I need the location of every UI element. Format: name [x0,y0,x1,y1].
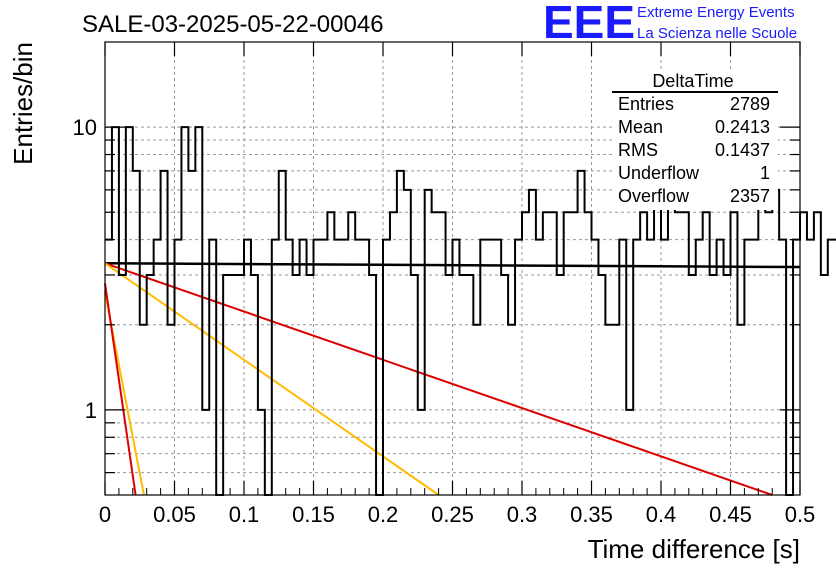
fit-curve-4 [104,283,137,496]
stat-label: Underflow [618,163,700,183]
x-tick-label: 0.5 [785,502,816,527]
x-tick-label: 0.1 [229,502,260,527]
logo-line-2: La Scienza nelle Scuole [637,25,797,42]
x-tick-label: 0.25 [431,502,474,527]
y-tick-label: 10 [73,115,97,140]
y-axis-label: Entries/bin [8,42,38,165]
x-tick-label: 0.3 [507,502,538,527]
chart-title: SALE-03-2025-05-22-00046 [82,11,384,38]
logo-line-1: Extreme Energy Events [637,4,795,21]
x-tick-label: 0.35 [570,502,613,527]
eee-logo: EEE Extreme Energy Events La Scienza nel… [543,0,797,48]
x-tick-label: 0.45 [709,502,752,527]
stat-label: Entries [618,94,674,114]
stat-value: 0.2413 [715,117,770,137]
x-tick-label: 0.4 [646,502,677,527]
x-axis-label: Time difference [s] [588,534,800,564]
stat-value: 1 [760,163,770,183]
x-tick-label: 0.15 [292,502,335,527]
x-tick-label: 0.05 [153,502,196,527]
histogram-line [105,126,836,496]
stat-label: RMS [618,140,658,160]
stats-box: DeltaTime Entries 2789 Mean 0.2413 RMS 0.1437… [612,70,778,210]
stat-label: Mean [618,117,663,137]
x-tick-label: 0 [99,502,111,527]
stats-title: DeltaTime [652,71,733,91]
stat-value: 2789 [730,94,770,114]
axes: 0 0.05 0.1 0.15 0.2 0.25 0.3 0.35 0.4 0.45 0.5 1 10 [73,42,816,527]
stat-label: Overflow [618,186,690,206]
fit-curve-1 [104,262,773,496]
stat-value: 2357 [730,186,770,206]
eee-logo-mark: EEE [543,0,635,48]
y-tick-label: 1 [85,398,97,423]
x-tick-label: 0.2 [368,502,399,527]
grid-lines [105,42,800,495]
stat-value: 0.1437 [715,140,770,160]
